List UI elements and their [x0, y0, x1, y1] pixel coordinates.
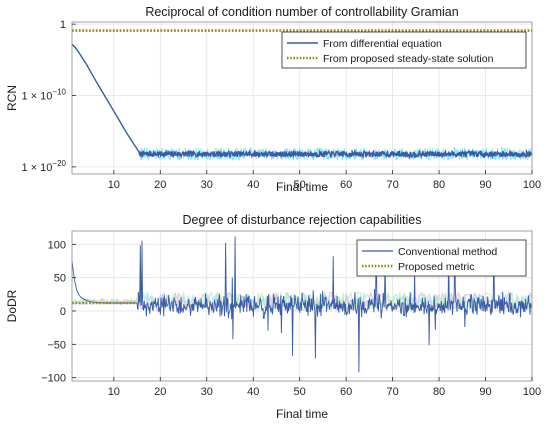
rcn-y-label: RCN: [5, 85, 19, 111]
dodr-series-conventional: [71, 236, 532, 373]
dodr-chart: 10 20 30 40 50 60 70 80 90 100 100 50 0 −50 −100 Degre…: [5, 213, 541, 421]
dodr-y-tick-label: 0: [60, 306, 66, 318]
dodr-y-tick-label: −50: [47, 339, 66, 351]
dodr-x-tick-label: 80: [433, 386, 445, 398]
rcn-x-tick-label: 70: [386, 179, 398, 191]
rcn-y-tick-label: 1 × 10−10: [22, 88, 67, 103]
rcn-x-tick-label: 30: [201, 179, 213, 191]
dodr-x-tick-label: 60: [340, 386, 352, 398]
rcn-title: Reciprocal of condition number of contro…: [145, 5, 458, 19]
dodr-y-tick-label: 50: [54, 273, 66, 285]
dodr-title: Degree of disturbance rejection capabili…: [182, 213, 421, 227]
rcn-series-differential: [71, 43, 533, 160]
dodr-x-tick-label: 50: [294, 386, 306, 398]
rcn-x-tick-label: 100: [523, 179, 541, 191]
rcn-legend-label-steady-state: From proposed steady-state solution: [323, 53, 494, 65]
rcn-y-tick-label: 1: [60, 19, 66, 31]
dodr-legend-label-proposed: Proposed metric: [398, 261, 474, 273]
dodr-y-tick-label: −100: [41, 373, 66, 385]
dodr-x-tick-label: 70: [386, 386, 398, 398]
rcn-x-tick-label: 90: [479, 179, 491, 191]
dodr-y-label: DoDR: [5, 289, 19, 322]
dodr-x-tick-label: 20: [154, 386, 166, 398]
rcn-x-tick-label: 10: [108, 179, 120, 191]
rcn-legend-box: [281, 31, 527, 69]
dodr-x-label: Final time: [276, 407, 328, 421]
rcn-x-label: Final time: [276, 180, 328, 194]
dodr-x-tick-label: 40: [247, 386, 259, 398]
rcn-x-tick-label: 80: [433, 179, 445, 191]
dodr-y-tick-label: 100: [48, 239, 66, 251]
rcn-legend: From differential equation From proposed…: [281, 31, 527, 69]
dodr-x-tick-label: 90: [479, 386, 491, 398]
rcn-x-tick-label: 40: [247, 179, 259, 191]
dodr-legend: Conventional method Proposed metric: [356, 239, 527, 277]
dodr-axes-frame: [71, 230, 533, 382]
rcn-x-tick-label: 60: [340, 179, 352, 191]
rcn-axes-frame: [71, 21, 533, 175]
rcn-legend-label-differential: From differential equation: [323, 38, 442, 50]
dodr-x-tick-label: 10: [108, 386, 120, 398]
dodr-legend-label-conventional: Conventional method: [398, 246, 497, 258]
rcn-x-tick-label: 50: [294, 179, 306, 191]
rcn-y-tick-label: 1 × 10−20: [22, 159, 67, 174]
dodr-x-tick-label: 30: [201, 386, 213, 398]
rcn-x-tick-label: 20: [154, 179, 166, 191]
dodr-x-tick-label: 100: [523, 386, 541, 398]
rcn-chart: 10 20 30 40 50 60 70 80 90 100 1 1 × 10−10 1 × 10−20…: [5, 5, 541, 194]
dodr-legend-box: [356, 239, 527, 277]
